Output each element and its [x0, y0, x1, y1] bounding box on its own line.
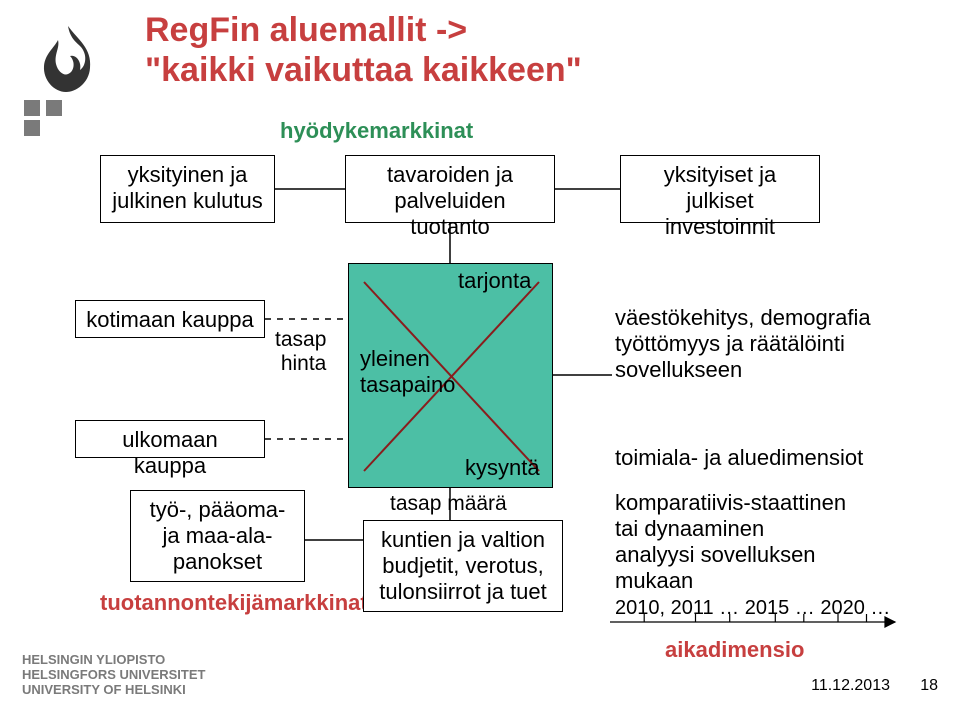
uni-sv: HELSINGFORS UNIVERSITET [22, 667, 205, 682]
label-tasap-maara: tasap määrä [390, 492, 507, 516]
title-line2: "kaikki vaikuttaa kaikkeen" [145, 51, 582, 89]
uni-fi: HELSINGIN YLIOPISTO [22, 652, 165, 667]
slide-date: 11.12.2013 [811, 677, 890, 695]
university-footer: HELSINGIN YLIOPISTO HELSINGFORS UNIVERSI… [22, 652, 205, 697]
node-kotimaan-kauppa: kotimaan kauppa [75, 300, 265, 338]
slide: RegFin aluemallit -> "kaikki vaikuttaa k… [0, 0, 960, 713]
label-yleinen-tasapaino: yleinen tasapaino [360, 346, 455, 398]
text-vaestokehitys: väestökehitys, demografia työttömyys ja … [615, 305, 925, 383]
page-title: RegFin aluemallit -> "kaikki vaikuttaa k… [145, 10, 582, 90]
uni-en: UNIVERSITY OF HELSINKI [22, 682, 186, 697]
label-tarjonta: tarjonta [458, 268, 531, 294]
node-panokset: työ-, pääoma- ja maa-ala- panokset [130, 490, 305, 582]
node-ulkomaan-kauppa: ulkomaan kauppa [75, 420, 265, 458]
slide-number: 18 [920, 677, 938, 695]
flame-icon [18, 18, 113, 138]
node-tuotanto: tavaroiden ja palveluiden tuotanto [345, 155, 555, 223]
text-komparatiivis: komparatiivis-staattinen tai dynaaminen … [615, 490, 915, 594]
label-tuotannontekija: tuotannontekijämarkkinat [100, 590, 368, 616]
logo [18, 18, 113, 138]
label-kysynta: kysyntä [465, 455, 540, 481]
label-aikadimensio: aikadimensio [665, 637, 804, 663]
label-tasap-hinta: tasap hinta [275, 328, 326, 376]
node-kulutus: yksityinen ja julkinen kulutus [100, 155, 275, 223]
label-hyodykemarkkinat: hyödykemarkkinat [280, 118, 473, 144]
node-investoinnit: yksityiset ja julkiset investoinnit [620, 155, 820, 223]
title-line1: RegFin aluemallit -> [145, 11, 467, 49]
text-toimiala: toimiala- ja aluedimensiot [615, 445, 863, 471]
text-years: 2010, 2011 … 2015 … 2020 … [615, 597, 890, 620]
node-budjetit: kuntien ja valtion budjetit, verotus, tu… [363, 520, 563, 612]
